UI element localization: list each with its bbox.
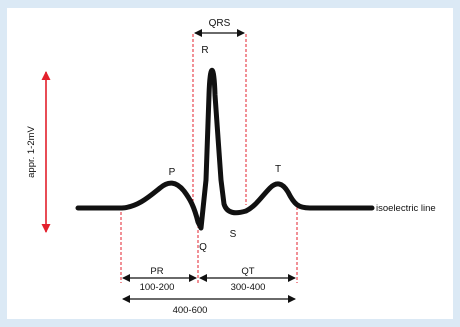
total-range: 400-600 (173, 305, 208, 316)
isoelectric-line-label: isoelectric line (376, 203, 436, 214)
p-label: P (169, 167, 176, 178)
r-label: R (201, 45, 208, 56)
qt-label: QT (241, 266, 254, 277)
amplitude-label: appr. 1-2mV (26, 125, 37, 177)
diagram-panel (7, 8, 453, 319)
qt-range: 300-400 (231, 282, 266, 293)
s-label: S (230, 229, 237, 240)
t-label: T (275, 164, 281, 175)
guide-lines (120, 34, 298, 283)
ecg-trace (75, 68, 375, 231)
pr-range: 100-200 (140, 282, 175, 293)
qrs-label: QRS (209, 18, 231, 29)
pr-label: PR (150, 266, 163, 277)
q-label: Q (199, 242, 207, 253)
